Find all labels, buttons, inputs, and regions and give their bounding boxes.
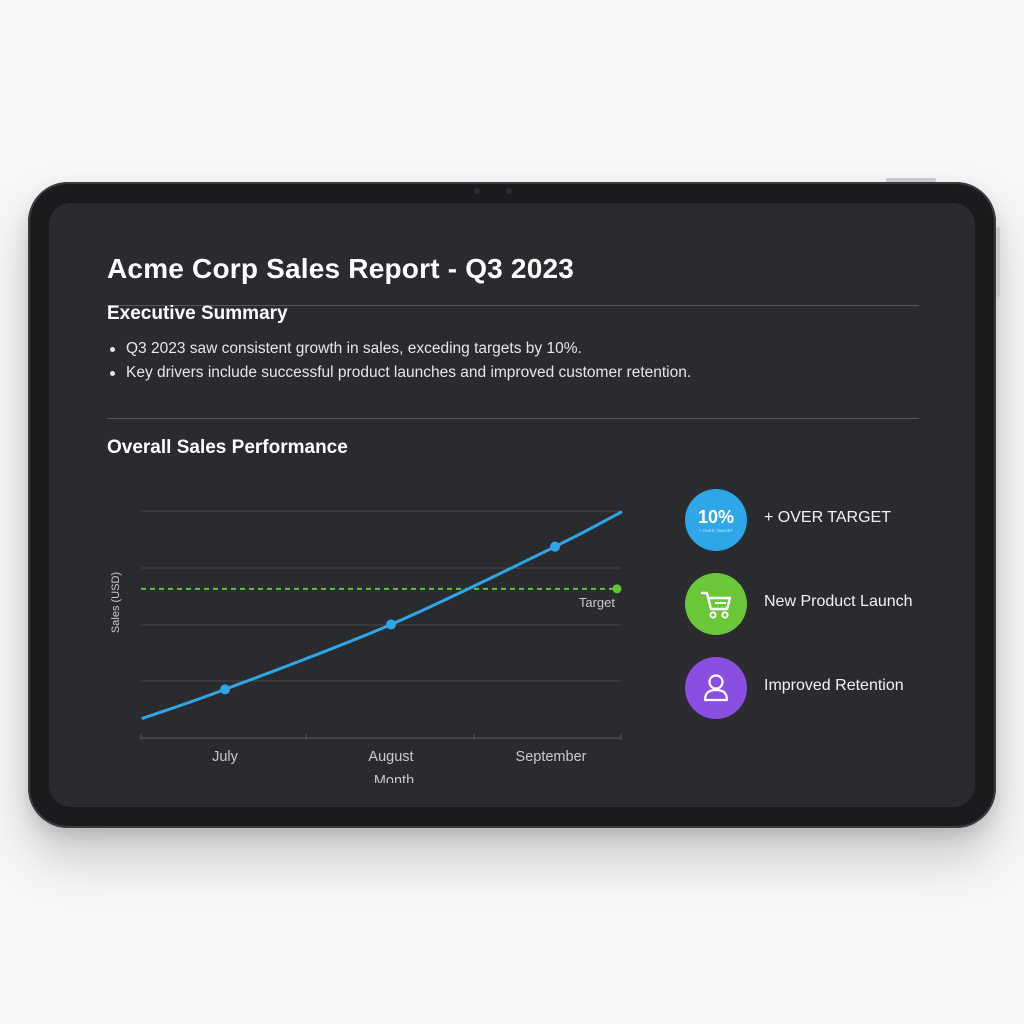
page-title: Acme Corp Sales Report - Q3 2023 <box>107 253 575 284</box>
badge-subtext: + OVER TARGET <box>698 528 734 533</box>
legend-item-new-product-launch: New Product Launch <box>685 573 965 637</box>
tablet-device: Acme Corp Sales Report - Q3 2023 Executi… <box>28 178 1000 828</box>
legend-label-new-product-launch: New Product Launch <box>764 593 913 610</box>
shopping-cart-icon <box>685 573 747 635</box>
user-glyph <box>703 674 729 702</box>
front-camera-icon <box>474 188 480 194</box>
sales-line-chart: Target July August September Month Sales (USD… <box>110 510 623 783</box>
y-axis-title: Sales (USD) <box>110 572 122 633</box>
front-sensor-icon <box>506 188 512 194</box>
summary-bullet-list: Q3 2023 saw consistent growth in sales, … <box>107 337 691 385</box>
screen: Acme Corp Sales Report - Q3 2023 Executi… <box>49 203 975 807</box>
legend-label-improved-retention: Improved Retention <box>764 677 904 694</box>
summary-bullet: Q3 2023 saw consistent growth in sales, … <box>107 337 691 361</box>
side-volume-button <box>996 227 1000 297</box>
sales-performance-heading: Overall Sales Performance <box>107 437 348 458</box>
sales-data-point-august <box>386 619 396 630</box>
summary-bullet: Key drivers include successful product l… <box>107 361 691 385</box>
x-tick-label: September <box>516 749 587 765</box>
percent-badge-icon: 10% + OVER TARGET <box>685 489 747 551</box>
x-axis-title: Month <box>374 773 414 783</box>
legend-label-over-target: + OVER TARGET <box>764 509 891 526</box>
target-label: Target <box>579 595 616 610</box>
shopping-cart-glyph <box>700 591 732 619</box>
user-icon <box>685 657 747 719</box>
sales-data-point-july <box>220 684 230 695</box>
executive-summary-heading: Executive Summary <box>107 303 288 324</box>
summary-divider <box>107 418 919 419</box>
x-tick-label: July <box>212 749 239 765</box>
badge-percent-value: 10% <box>697 507 735 527</box>
legend-item-improved-retention: Improved Retention <box>685 657 965 721</box>
title-divider <box>107 305 919 306</box>
top-hardware-button <box>886 178 936 182</box>
sales-data-point-september <box>550 541 560 552</box>
sales-series-line <box>141 510 623 720</box>
x-tick-label: August <box>368 749 413 765</box>
legend-item-over-target: 10% + OVER TARGET + OVER TARGET <box>685 489 965 553</box>
target-end-point <box>612 584 622 594</box>
